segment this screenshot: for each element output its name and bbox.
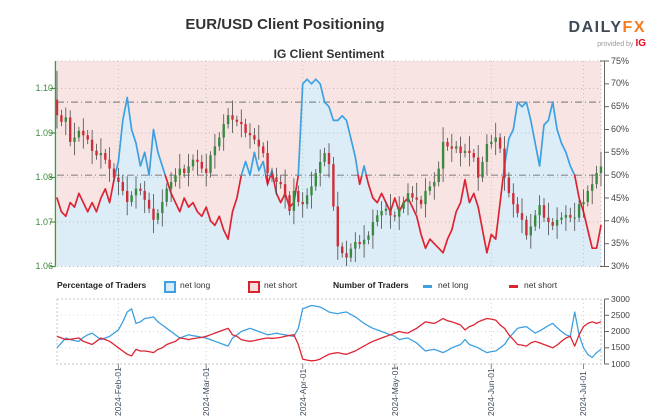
date-tick-label: 2024-Jul-01 [578, 371, 589, 416]
chart-legend: Percentage of Traders net long net short… [0, 279, 655, 294]
legend-percentage-of-traders-label: Percentage of Traders [57, 280, 147, 290]
percent-tick-label: 30% [611, 261, 630, 271]
percent-tick-label: 65% [611, 101, 630, 112]
legend-pct-net-long-label: net long [180, 280, 211, 290]
percent-tick-label: 40% [611, 215, 630, 226]
date-tick-label: 2024-Feb-01 [113, 367, 124, 416]
count-tick-label: 2000 [611, 326, 630, 336]
price-tick-label: 1.06 [35, 261, 53, 271]
legend-pct-net-short-swatch-icon [248, 281, 260, 293]
ig-logo: IG [635, 38, 646, 49]
date-tick-label: 2024-Mar-01 [201, 367, 212, 416]
percent-tick-label: 75% [611, 55, 630, 66]
percent-tick-label: 45% [611, 192, 630, 203]
page-title: EUR/USD Client Positioning [185, 16, 385, 33]
price-tick-label: 1.10 [35, 83, 53, 93]
date-tick-label: 2024-May-01 [389, 365, 400, 416]
date-tick-label: 2024-Apr-01 [297, 368, 308, 416]
legend-count-net-long-label: net long [438, 280, 469, 290]
count-tick-label: 3000 [611, 293, 630, 304]
count-tick-label: 1500 [611, 342, 630, 353]
logo-fx-text: FX [622, 19, 646, 36]
price-tick-label: 1.07 [35, 216, 53, 227]
logo-daily-text: DAILY [568, 19, 623, 36]
logo-provided-by: provided by IG [597, 38, 646, 49]
legend-pct-net-long-swatch-icon [164, 281, 176, 293]
date-tick-label: 2024-Jun-01 [486, 368, 497, 416]
count-tick-label: 2500 [611, 309, 630, 320]
price-tick-label: 1.08 [35, 172, 53, 182]
price-tick-label: 1.09 [35, 127, 53, 138]
percent-tick-label: 55% [611, 146, 630, 157]
count-tick-label: 1000 [611, 358, 630, 369]
legend-pct-net-short-label: net short [264, 280, 298, 290]
legend-count-net-short-label: net short [524, 280, 558, 290]
legend-count-net-long-line-icon [423, 285, 432, 288]
dailyfx-logo: DAILYFX provided by IG [536, 20, 646, 49]
legend-number-of-traders-label: Number of Traders [333, 280, 409, 290]
percent-tick-label: 60% [611, 124, 630, 134]
dailyfx-logo-wordmark: DAILYFX [536, 20, 646, 36]
percent-tick-label: 50% [611, 169, 630, 180]
chart-subtitle: IG Client Sentiment [273, 47, 385, 61]
percent-tick-label: 35% [611, 238, 630, 249]
legend-count-net-short-line-icon [509, 285, 518, 288]
percent-tick-label: 70% [611, 78, 630, 89]
